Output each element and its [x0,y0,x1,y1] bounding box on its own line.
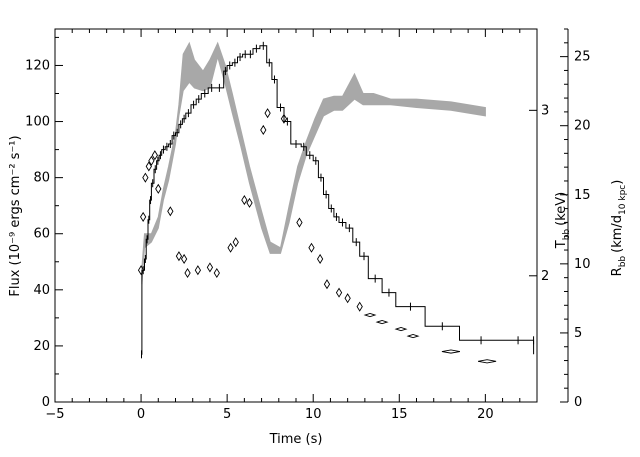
left-tick-label: 60 [33,227,50,242]
x-tick-label: 10 [305,407,322,422]
right-outer-axis-ticks: 0 5 10 15 20 25 [560,28,591,410]
temperature-band-layer [141,41,486,285]
radius-point [155,183,162,194]
radius-point [316,253,324,265]
radius-point [246,197,253,208]
flux-histogram [141,45,535,355]
radius-point [213,267,220,279]
radius-point [375,319,389,325]
radius-point [184,267,191,279]
radius-point [280,113,288,124]
left-axis-label: Flux (10⁻⁹ ergs cm⁻² s⁻¹) [8,135,23,296]
x-tick-label: 0 [137,407,145,422]
radius-point [394,327,408,332]
radius-point [335,287,343,298]
radius-point [142,172,149,183]
radius-point [206,262,214,273]
left-tick-label: 20 [33,339,50,354]
tbb-unit: (keV) [554,192,569,226]
radius-point [478,359,497,364]
x-axis-label: Time (s) [269,432,323,447]
radius-point [296,217,303,228]
radius-point [175,251,183,262]
x-axis-ticks: −5 0 5 10 15 20 [45,29,538,422]
radius-point [148,155,155,166]
rbb-unit-pre: (km/d [610,215,625,253]
right-outer-tick-label: 20 [574,119,591,134]
radius-point [308,242,315,253]
x-tick-label: 20 [477,407,494,422]
radius-point [232,237,239,248]
tbb-main: T [554,240,569,249]
radius-point [344,293,351,304]
right-outer-axis-label: Rbb (km/d10 kpc) [610,180,628,277]
x-tick-label: 15 [391,407,408,422]
radius-point [406,334,420,339]
radius-point [356,301,363,312]
left-tick-label: 0 [42,395,50,410]
radius-point [137,265,145,276]
radius-point [323,279,331,290]
right-inner-axis-ticks: 23 [529,103,549,284]
rbb-main: R [610,267,625,276]
radius-point [363,312,377,318]
right-outer-tick-label: 25 [574,50,591,65]
flux-histogram-layer [141,41,535,359]
radius-point [151,150,158,161]
right-outer-tick-label: 15 [574,188,591,203]
x-tick-label: 5 [223,407,231,422]
radius-point [145,161,152,172]
right-inner-axis-label: Tbb (keV) [554,192,572,250]
x-tick-label: −5 [45,407,64,422]
radius-point [264,108,271,119]
left-tick-label: 40 [33,283,50,298]
plot-frame [54,28,538,403]
right-inner-tick-label: 2 [541,269,549,284]
left-tick-label: 100 [25,115,50,130]
radius-points-layer [137,108,497,364]
rbb-unit-sub: 10 kpc [618,185,628,215]
temperature-band [141,41,486,285]
radius-point [140,211,147,222]
right-inner-tick-label: 3 [541,103,549,118]
radius-point [167,206,174,217]
right-outer-tick-label: 5 [574,326,582,341]
left-tick-label: 80 [33,171,50,186]
radius-point [180,253,188,265]
rbb-unit-post: ) [610,180,625,185]
left-tick-label: 120 [25,58,50,73]
radius-point [260,124,267,136]
radius-point [441,349,461,354]
right-outer-tick-label: 10 [574,257,591,272]
rbb-sub: bb [618,256,628,268]
right-outer-tick-label: 0 [574,395,582,410]
left-axis-ticks: 0 20 40 60 80 100 120 [25,36,63,410]
radius-point [194,265,202,276]
radius-point [241,195,248,206]
radius-point [227,242,234,253]
tbb-sub: bb [562,229,572,241]
